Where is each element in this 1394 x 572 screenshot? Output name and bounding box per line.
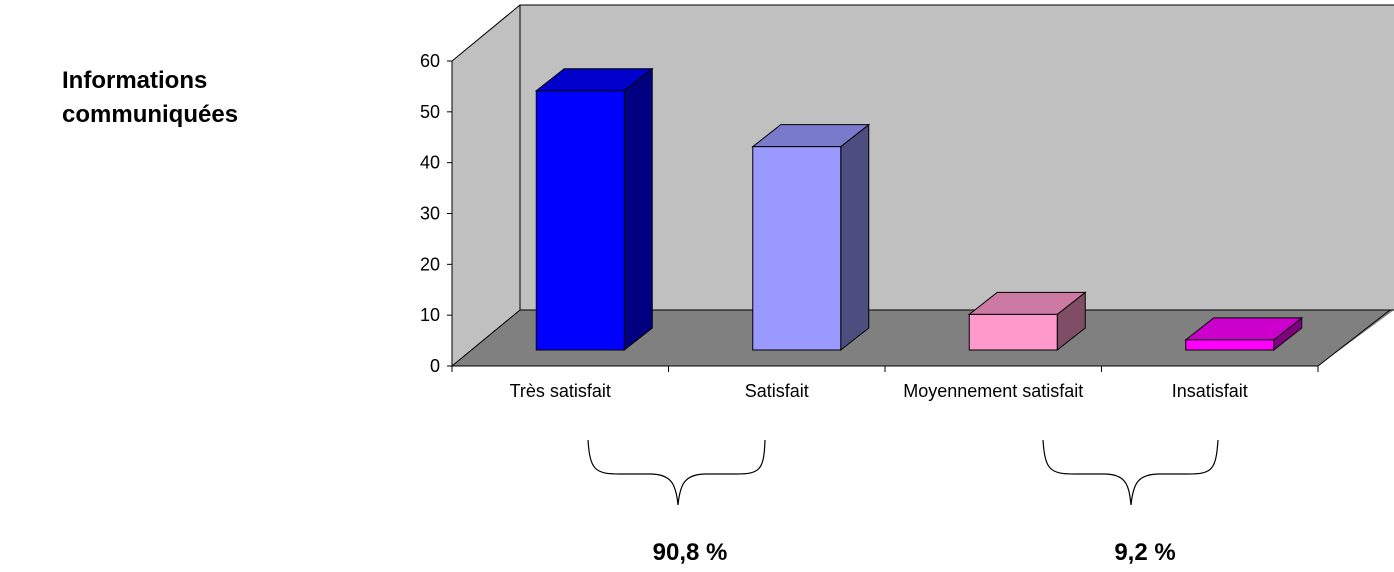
bar [535, 90, 625, 351]
x-tick-label: Très satisfait [509, 381, 611, 401]
bar [752, 146, 842, 351]
bar-side [840, 123, 870, 352]
y-tick-label: 10 [420, 305, 440, 325]
y-tick-label: 50 [420, 102, 440, 122]
bar [1185, 339, 1275, 351]
chart-title: Informations communiquées [62, 67, 239, 128]
back-wall [452, 5, 1394, 366]
x-tick-label: Insatisfait [1171, 381, 1248, 401]
y-tick-label: 20 [420, 254, 440, 274]
brace [587, 439, 766, 506]
wall-edge [451, 309, 1394, 367]
bar [968, 313, 1058, 351]
y-tick-label: 30 [420, 204, 440, 224]
x-tick-label: Satisfait [744, 381, 809, 401]
annotation: 90,8 % [653, 539, 728, 566]
floor-edge [1317, 309, 1391, 367]
x-tick-label: Moyennement satisfait [903, 381, 1084, 401]
floor [452, 310, 1394, 366]
bar-side [623, 67, 653, 352]
y-tick-label: 0 [430, 356, 440, 376]
annotation: 9,2 % [1114, 539, 1175, 566]
y-tick-label: 40 [420, 153, 440, 173]
brace [1042, 439, 1219, 506]
y-tick-label: 60 [420, 51, 440, 71]
